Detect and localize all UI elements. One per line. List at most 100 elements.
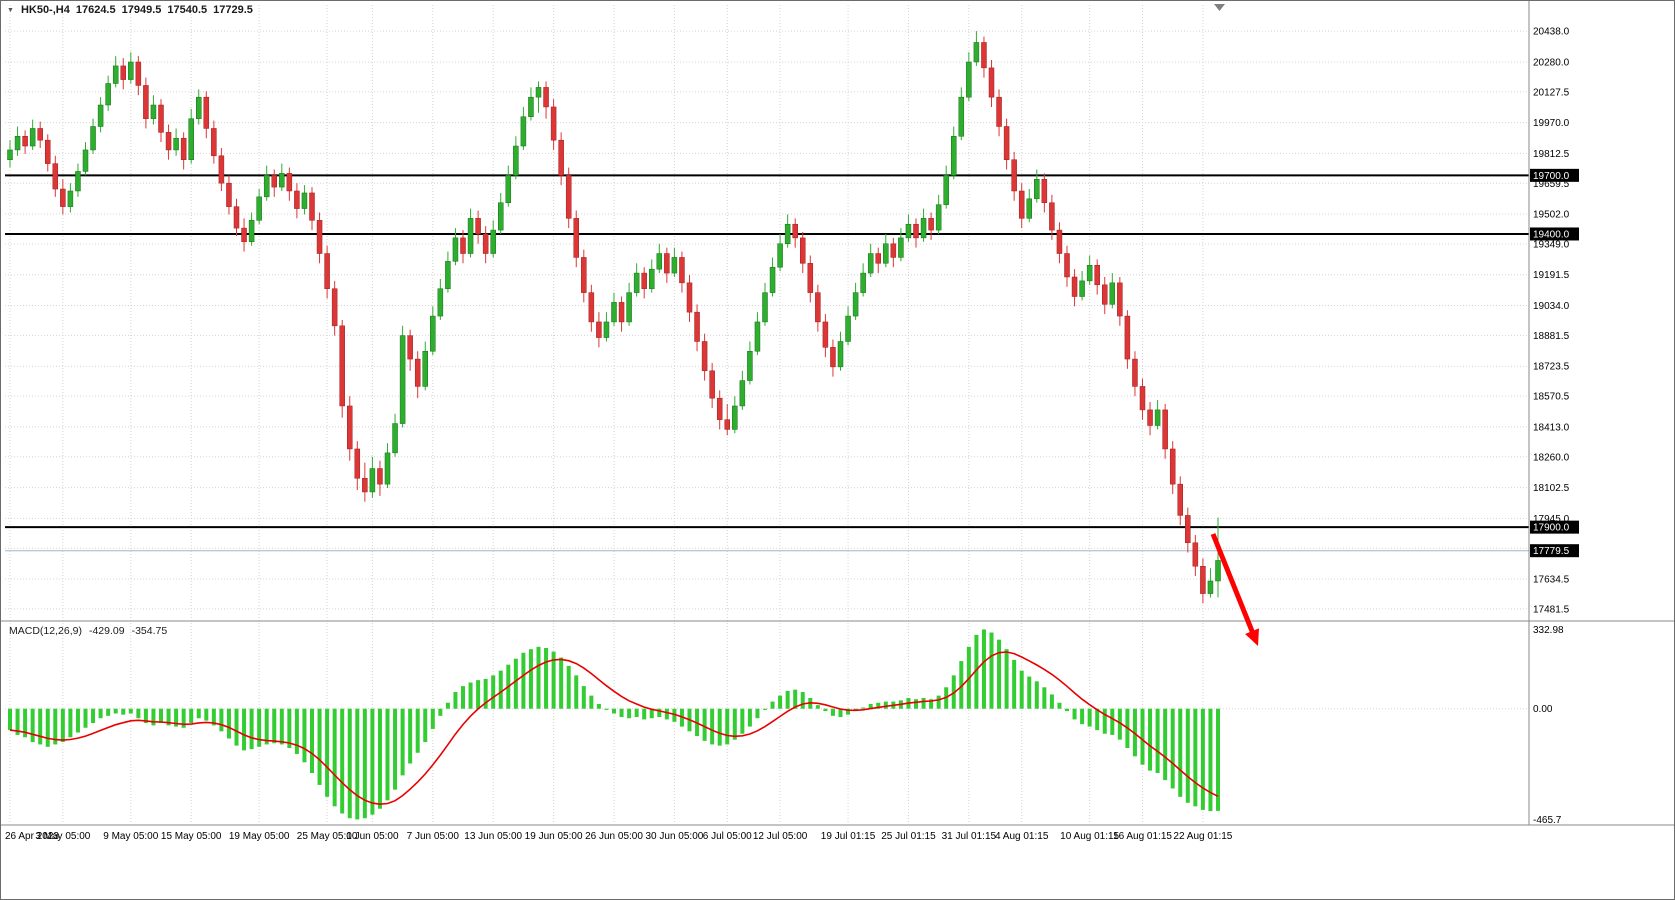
quote-bar: ▼ HK50-,H4 17624.5 17949.5 17540.5 17729… [7,4,253,16]
price-axis-tick: 20438.0 [1533,27,1570,38]
support-resistance-lines[interactable] [5,174,1529,529]
candle-body [1117,282,1123,317]
candle-body [180,137,187,160]
candle-body [898,237,904,258]
candle-body [362,478,368,493]
candle-body [407,335,413,360]
macd-histogram-bar [1012,659,1017,709]
macd-histogram-bar [355,708,360,820]
price-axis-tick: 19502.0 [1533,210,1570,221]
macd-histogram-bar [53,708,58,745]
candle-body [128,61,134,80]
candle-body [354,448,361,479]
candle-body [1026,198,1032,219]
candle-body [1034,179,1040,200]
time-axis-tick: 16 Aug 01:15 [1113,831,1172,842]
price-axis[interactable]: 20438.0 20280.0 20127.5 19970.0 19812.5 19659… [1533,27,1570,826]
candle-body [475,218,481,235]
macd-histogram-bar [400,708,405,776]
macd-histogram-bar [921,698,926,709]
macd-histogram-bar [60,708,65,743]
candle-body [1049,202,1055,231]
macd-histogram-bar [189,708,194,723]
candle-body [75,171,81,192]
macd-histogram-bar [981,629,986,709]
macd-histogram-bar [846,708,851,715]
candle-body [150,104,157,119]
macd-histogram-bar [997,639,1002,709]
candle-body [633,272,640,293]
macd-histogram-bar [1170,708,1175,789]
candle-body [347,405,353,450]
macd-histogram-bar [634,708,639,718]
collapse-triangle-icon[interactable]: ▼ [7,6,14,14]
macd-histogram-bar [483,678,488,709]
macd-signal-line [9,651,1219,806]
macd-histogram-bar [1193,708,1198,807]
macd-histogram-bar [272,708,277,744]
candle-body [29,128,36,147]
candle-body [248,220,255,243]
candle-body [188,118,194,160]
macd-histogram-bar [340,708,345,814]
candle-body [286,173,293,192]
quote-high: 17949.5 [121,4,162,16]
macd-histogram-bar [763,708,767,710]
macd-histogram-bar [702,708,707,741]
macd-histogram-bar [1057,702,1062,709]
time-axis-tick: 30 Jun 05:00 [645,831,703,842]
time-axis-tick: 1 Jun 05:00 [346,831,399,842]
macd-histogram-bar [596,703,601,709]
candle-body [724,419,730,430]
candle-body [467,218,474,254]
candle-body [452,237,459,262]
time-axis-tick: 26 Jun 05:00 [585,831,643,842]
macd-histogram-bar [83,708,88,728]
chart-shift-marker-icon[interactable] [1214,4,1225,11]
candle-body [860,272,866,293]
macd-histogram-bar [1042,687,1047,709]
macd-histogram-bar [830,708,835,716]
macd-histogram-bar [370,708,375,815]
macd-axis-tick: -465.7 [1533,815,1562,826]
macd-name: MACD(12,26,9) [9,625,82,637]
candle-body [845,315,851,342]
candle-body [996,96,1002,127]
macd-histogram-bar [332,708,337,807]
candle-body [331,288,338,327]
candle-body [135,61,142,86]
candle-body [67,190,74,207]
candle-body [1056,229,1063,254]
candle-body [792,223,798,239]
macd-signal-value: -354.75 [131,625,168,637]
candle-body [97,104,104,127]
quote-close: 17729.5 [213,4,253,16]
time-axis-tick: 25 May 05:00 [297,831,358,842]
price-tag-bg [1530,544,1579,558]
candle-body [973,42,980,63]
candle-body [800,237,806,264]
macd-histogram-bar [106,708,111,716]
candle-body [233,206,240,229]
price-tag-bg [1530,168,1579,182]
time-axis-tick: 19 Jun 05:00 [525,831,583,842]
time-axis-tick: 22 Aug 01:15 [1173,831,1232,842]
time-axis-tick: 7 Jun 05:00 [407,831,460,842]
macd-histogram-bar [377,708,382,809]
macd-histogram-bar [264,708,269,745]
macd-histogram-bar [498,670,503,709]
candle-body [671,257,678,274]
candle-body [513,145,519,176]
candle-body [173,137,179,151]
macd-histogram-bar [143,708,148,723]
price-axis-tick: 18260.0 [1533,452,1570,463]
macd-histogram-bar [521,652,526,709]
macd-histogram-bar [1132,708,1137,757]
candle-body [558,139,564,176]
candle-body [505,175,512,203]
candle-body [611,302,617,323]
price-axis-tick: 20280.0 [1533,57,1570,68]
macd-histogram-bar [98,708,103,719]
